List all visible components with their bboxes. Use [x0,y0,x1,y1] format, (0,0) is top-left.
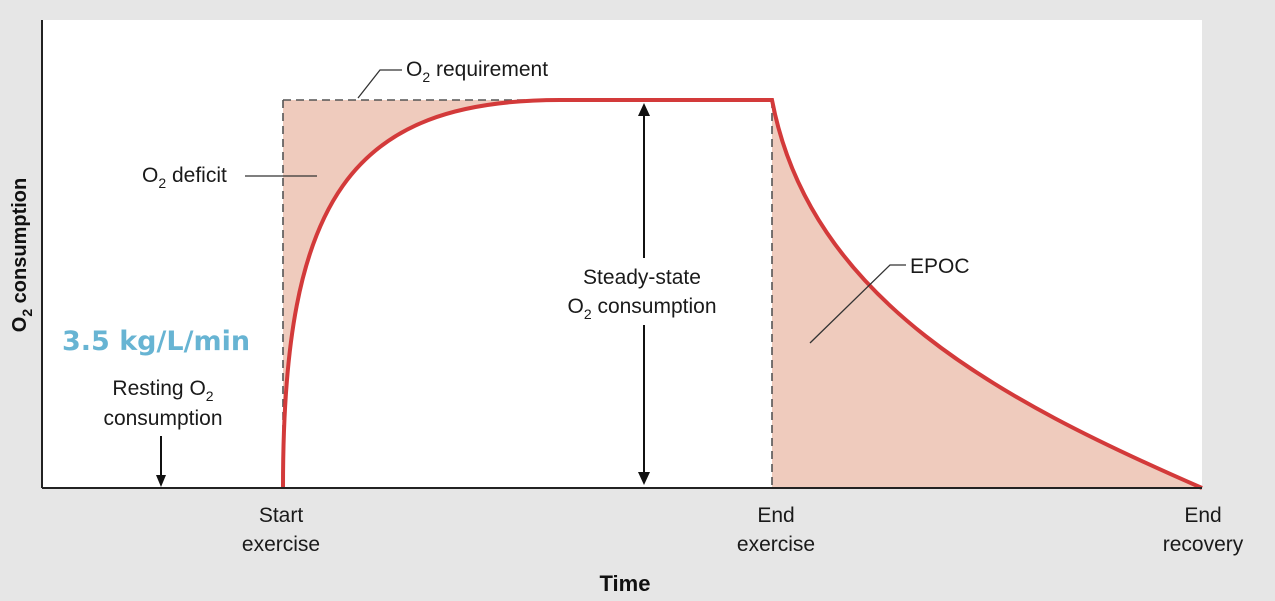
x-axis-title: Time [600,571,651,596]
resting-label-line2: consumption [103,407,222,430]
handwritten-note: 3.5 kg/L/min [62,326,250,357]
y-axis-title: O2 consumption [9,178,35,332]
epoc-area [772,100,1202,488]
tick-end-exercise-line1: End [757,504,794,527]
o2-requirement-box [282,99,773,487]
resting-label-line1: Resting O2 [112,377,213,404]
tick-start-exercise-line2: exercise [242,533,320,556]
epoc-label: EPOC [910,255,970,278]
o2-requirement-label: O2 requirement [406,58,548,85]
steady-state-arrow [638,103,650,485]
steady-state-label-line2: O2 consumption [567,295,716,322]
tick-end-recovery-line1: End [1184,504,1221,527]
tick-start-exercise-line1: Start [259,504,304,527]
o2-requirement-leader [357,69,402,99]
o2-deficit-area [283,100,560,487]
epoc-leader [809,264,906,344]
tick-end-exercise-line2: exercise [737,533,815,556]
steady-state-label-line1: Steady-state [583,266,701,289]
o2-deficit-label: O2 deficit [142,164,227,191]
resting-arrow [156,436,166,487]
tick-end-recovery-line2: recovery [1163,533,1244,556]
o2-consumption-curve [281,98,1203,490]
